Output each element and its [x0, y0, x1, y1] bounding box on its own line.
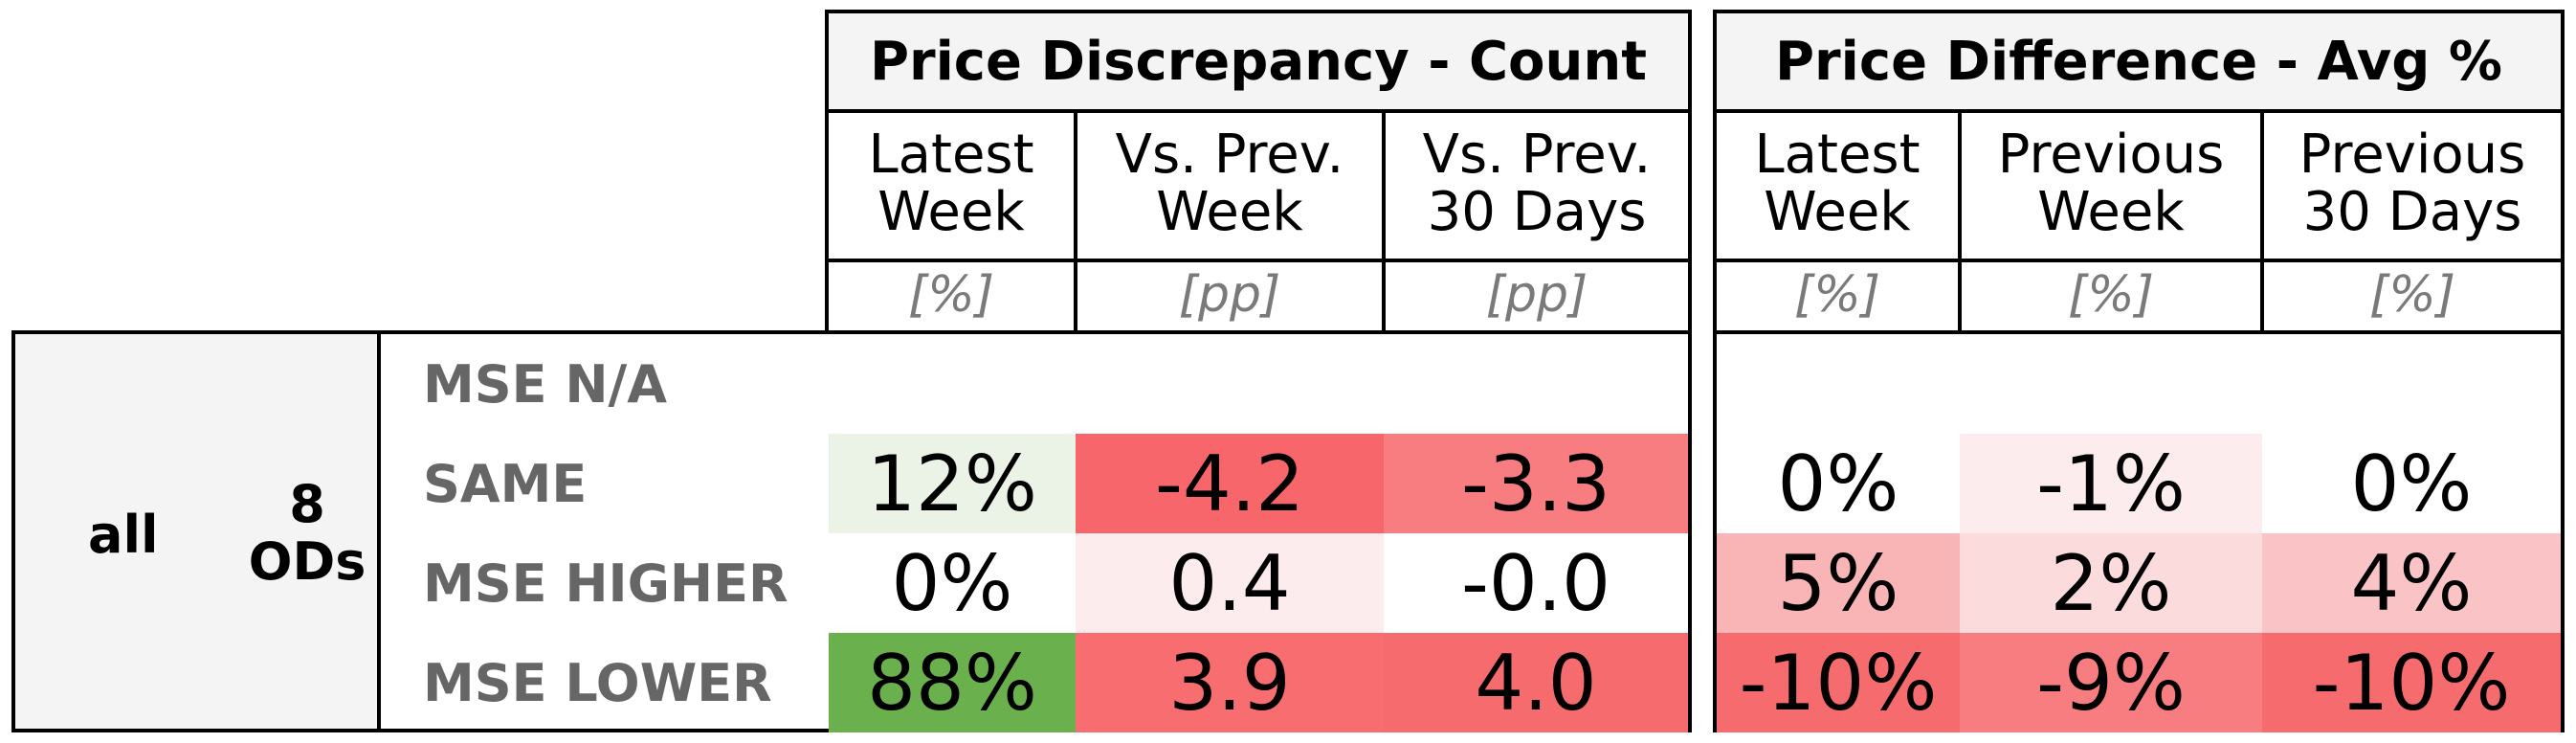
col-header-latest-week: Latest Week [825, 109, 1077, 262]
col-header-line: Week [2037, 181, 2185, 243]
table-cell [829, 334, 1076, 434]
table-cell: 4.0 [1384, 633, 1688, 732]
row-label: SAME [423, 453, 588, 514]
col-header-line: Week [1156, 181, 1303, 243]
col-header-line: Vs. Prev. [1422, 124, 1652, 186]
col-header-line: 30 Days [1427, 181, 1647, 243]
table-cell: -3.3 [1384, 434, 1688, 533]
col-header-vs-prev-week: Vs. Prev. Week [1074, 109, 1386, 262]
dimension-ods-unit: ODs [248, 531, 366, 592]
table-cell: 2% [1960, 533, 2262, 633]
table-cell: 0% [2262, 434, 2561, 533]
unit-previous-week: [%] [1958, 259, 2264, 334]
table-cell: 0% [1717, 434, 1960, 533]
col-header-previous-30-days: Previous 30 Days [2260, 109, 2565, 262]
unit-previous-30-days: [%] [2260, 259, 2565, 334]
table-cell: 88% [829, 633, 1076, 732]
table-cell: 0.4 [1076, 533, 1384, 633]
col-header-line: Latest [1754, 124, 1921, 186]
dimension-ods-count: 8 [289, 474, 325, 534]
table-cell [1717, 334, 1960, 434]
table-cell: 0% [829, 533, 1076, 633]
col-header-line: Vs. Prev. [1115, 124, 1344, 186]
table-cell: -9% [1960, 633, 2262, 732]
table-cell: 3.9 [1076, 633, 1384, 732]
dimension-all-label: all [88, 505, 159, 565]
dimension-panel: all 8 ODs [11, 330, 381, 732]
table-cell: -4.2 [1076, 434, 1384, 533]
dimension-ods-label: 8 ODs [245, 476, 369, 591]
col-header-previous-week: Previous Week [1958, 109, 2264, 262]
row-label: MSE N/A [423, 353, 668, 415]
row-label: MSE LOWER [423, 652, 772, 713]
table-cell [2262, 334, 2561, 434]
unit-vs-prev-30-days: [pp] [1382, 259, 1692, 334]
table-cell: 12% [829, 434, 1076, 533]
row-label: MSE HIGHER [423, 552, 788, 614]
unit-latest-week-avg: [%] [1713, 259, 1962, 334]
table-cell: -10% [2262, 633, 2561, 732]
group-title-discrepancy: Price Discrepancy - Count [825, 10, 1692, 113]
table-cell [1384, 334, 1688, 434]
table-cell: -10% [1717, 633, 1960, 732]
table-cell: 5% [1717, 533, 1960, 633]
group-title-difference: Price Difference - Avg % [1713, 10, 2565, 113]
col-header-line: Previous [2298, 124, 2526, 186]
table-cell [1960, 334, 2262, 434]
col-header-line: Week [1764, 181, 1911, 243]
col-header-latest-week-avg: Latest Week [1713, 109, 1962, 262]
table-cell: 4% [2262, 533, 2561, 633]
table-cell: -1% [1960, 434, 2262, 533]
col-header-line: Week [877, 181, 1025, 243]
table-cell [1076, 334, 1384, 434]
unit-vs-prev-week: [pp] [1074, 259, 1386, 334]
col-header-line: 30 Days [2302, 181, 2522, 243]
col-header-line: Latest [868, 124, 1034, 186]
unit-latest-week: [%] [825, 259, 1077, 334]
col-header-vs-prev-30-days: Vs. Prev. 30 Days [1382, 109, 1692, 262]
table-cell: -0.0 [1384, 533, 1688, 633]
col-header-line: Previous [1997, 124, 2225, 186]
